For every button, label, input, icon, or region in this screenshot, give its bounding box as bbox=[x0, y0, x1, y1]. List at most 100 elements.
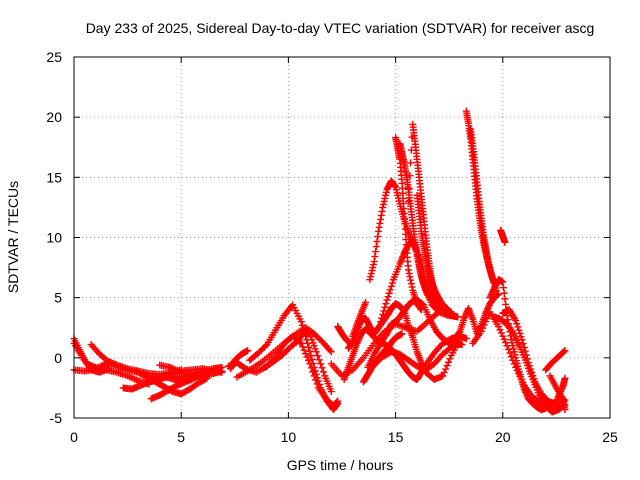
data-point bbox=[530, 375, 538, 383]
data-point bbox=[398, 330, 406, 338]
data-point bbox=[380, 307, 388, 315]
data-point bbox=[518, 336, 526, 344]
data-point bbox=[327, 348, 335, 356]
data-point bbox=[372, 248, 380, 256]
series-track-03 bbox=[70, 339, 112, 376]
data-point bbox=[384, 328, 392, 336]
data-point bbox=[383, 330, 391, 338]
data-point bbox=[484, 304, 492, 312]
data-point bbox=[487, 292, 495, 300]
y-axis-label: SDTVAR / TECUs bbox=[5, 181, 21, 293]
data-point bbox=[384, 293, 392, 301]
data-point bbox=[485, 303, 493, 311]
data-point bbox=[507, 353, 515, 361]
data-point bbox=[384, 327, 392, 335]
data-point bbox=[497, 329, 505, 337]
x-tick-label: 15 bbox=[388, 429, 404, 445]
data-point bbox=[378, 207, 386, 215]
data-point bbox=[529, 371, 537, 379]
data-point bbox=[407, 280, 415, 288]
data-point bbox=[319, 368, 327, 376]
data-point bbox=[527, 365, 535, 373]
data-point bbox=[386, 286, 394, 294]
series-track-13 bbox=[227, 347, 252, 373]
x-tick-label: 5 bbox=[177, 429, 185, 445]
data-point bbox=[327, 388, 335, 396]
data-point bbox=[385, 289, 393, 297]
grid bbox=[74, 57, 610, 418]
data-point bbox=[482, 318, 490, 326]
axis-ticks: 0 5 10 15 20 25 -5 0 5 10 15 20 25 bbox=[46, 49, 618, 445]
data-point bbox=[376, 219, 384, 227]
series-track-35 bbox=[499, 306, 558, 408]
data-point bbox=[550, 402, 558, 410]
data-point bbox=[502, 300, 510, 308]
data-point bbox=[304, 356, 312, 364]
series-track-36 bbox=[497, 226, 509, 246]
data-point bbox=[299, 343, 307, 351]
data-point bbox=[501, 238, 509, 246]
data-point bbox=[218, 367, 226, 375]
data-point bbox=[440, 368, 448, 376]
data-point bbox=[385, 325, 393, 333]
data-point bbox=[487, 290, 495, 298]
data-point bbox=[306, 347, 314, 355]
data-point bbox=[561, 347, 569, 355]
data-point bbox=[310, 363, 318, 371]
data-point bbox=[406, 273, 414, 281]
data-point bbox=[446, 355, 454, 363]
data-point bbox=[314, 352, 322, 360]
data-point bbox=[300, 346, 308, 354]
chart-title: Day 233 of 2025, Sidereal Day-to-day VTE… bbox=[86, 20, 595, 36]
x-tick-label: 20 bbox=[495, 429, 511, 445]
y-tick-label: 0 bbox=[54, 350, 62, 366]
data-point bbox=[406, 172, 414, 180]
data-point bbox=[516, 329, 524, 337]
data-point bbox=[374, 227, 382, 235]
data-point bbox=[480, 321, 488, 329]
data-point bbox=[489, 287, 497, 295]
data-point bbox=[554, 394, 562, 402]
data-point bbox=[405, 269, 413, 277]
series-track-37 bbox=[542, 347, 569, 374]
y-tick-label: 5 bbox=[54, 290, 62, 306]
data-point bbox=[373, 238, 381, 246]
data-point bbox=[404, 266, 412, 274]
series-track-38 bbox=[546, 372, 569, 414]
data-point bbox=[378, 314, 386, 322]
data-point bbox=[517, 333, 525, 341]
y-tick-label: 10 bbox=[46, 230, 62, 246]
data-point bbox=[303, 353, 311, 361]
data-point bbox=[104, 365, 112, 373]
data-point bbox=[240, 364, 248, 372]
data-point bbox=[522, 351, 530, 359]
data-point bbox=[444, 358, 452, 366]
y-tick-label: -5 bbox=[50, 410, 63, 426]
data-point bbox=[552, 399, 560, 407]
data-point bbox=[499, 332, 507, 340]
data-point bbox=[407, 276, 415, 284]
data-point bbox=[318, 364, 326, 372]
data-point bbox=[312, 348, 320, 356]
data-point bbox=[326, 346, 334, 354]
series-track-19 bbox=[349, 298, 370, 340]
data-point bbox=[391, 182, 399, 190]
data-point bbox=[495, 323, 503, 331]
data-point bbox=[526, 362, 534, 370]
data-point bbox=[500, 284, 508, 292]
series-track-14 bbox=[261, 324, 335, 371]
data-point bbox=[372, 243, 380, 251]
series-track-22 bbox=[370, 339, 464, 374]
data-point bbox=[317, 360, 325, 368]
data-point bbox=[405, 185, 413, 193]
data-point bbox=[483, 315, 491, 323]
data-point bbox=[307, 351, 315, 359]
series-track-04 bbox=[87, 341, 185, 379]
data-point bbox=[377, 318, 385, 326]
data-point bbox=[462, 311, 470, 319]
data-point bbox=[561, 374, 569, 382]
data-point bbox=[302, 350, 310, 358]
data-point bbox=[514, 323, 522, 331]
series-track-28 bbox=[413, 191, 451, 312]
